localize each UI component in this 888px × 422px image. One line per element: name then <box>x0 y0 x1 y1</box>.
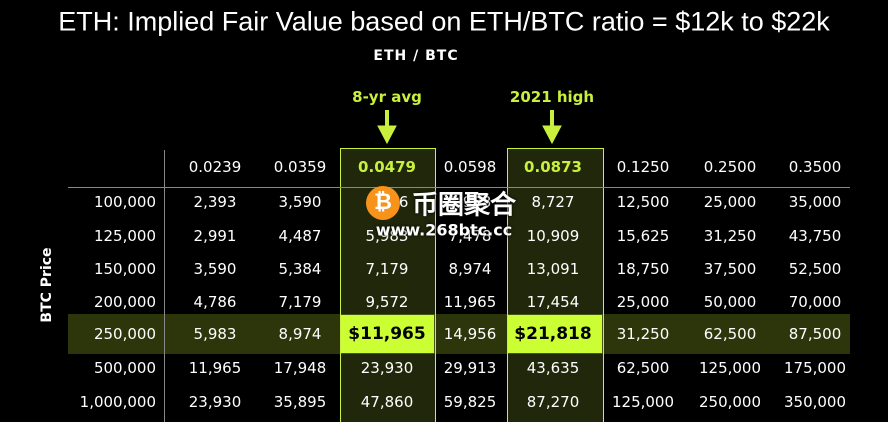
cell: 8,974 <box>448 260 492 278</box>
cell: 12,500 <box>616 193 670 211</box>
watermark-url: www.268btc.cc <box>375 220 513 240</box>
cell: 7,179 <box>278 293 322 311</box>
cell: 350,000 <box>783 393 847 411</box>
row-label: 200,000 <box>93 293 156 311</box>
cell: 70,000 <box>788 293 842 311</box>
cell: 59,825 <box>443 393 497 411</box>
label-rule <box>164 150 165 422</box>
column-header: 0.2500 <box>703 158 757 176</box>
cell: 25,000 <box>616 293 670 311</box>
cell: 35,895 <box>273 393 327 411</box>
cell: 125,000 <box>611 393 675 411</box>
column-header: 0.0239 <box>188 158 242 176</box>
cell: 35,000 <box>788 193 842 211</box>
highlight-row <box>68 314 850 354</box>
cell: 7,179 <box>365 260 409 278</box>
cell: 5,983 <box>448 193 492 211</box>
column-header: 0.0359 <box>273 158 327 176</box>
cell: 2,991 <box>193 227 237 245</box>
highlight-cell <box>341 315 434 353</box>
cell: 23,930 <box>188 393 242 411</box>
cell: 62,500 <box>703 325 757 343</box>
cell: 87,500 <box>788 325 842 343</box>
row-label: 100,000 <box>93 193 156 211</box>
cell: 4,487 <box>278 227 322 245</box>
highlight-column <box>507 148 604 422</box>
cell: 11,965 <box>443 293 497 311</box>
cell: 7,478 <box>448 227 492 245</box>
column-header: 0.1250 <box>616 158 670 176</box>
cell: 25,000 <box>703 193 757 211</box>
cell: 23,930 <box>360 359 414 377</box>
cell: 11,965 <box>188 359 242 377</box>
cell: 31,250 <box>703 227 757 245</box>
row-label: 500,000 <box>93 359 156 377</box>
cell: 37,500 <box>703 260 757 278</box>
cell: 175,000 <box>783 359 847 377</box>
cell: 43,750 <box>788 227 842 245</box>
title: ETH: Implied Fair Value based on ETH/BTC… <box>58 6 830 37</box>
row-label: 150,000 <box>93 260 156 278</box>
cell: 52,500 <box>788 260 842 278</box>
cell: 3,590 <box>193 260 237 278</box>
cell: 10,909 <box>526 227 580 245</box>
cell: 17,948 <box>273 359 327 377</box>
cell: 5,983 <box>193 325 237 343</box>
cell: 125,000 <box>698 359 762 377</box>
cell: 14,956 <box>443 325 497 343</box>
cell: 47,860 <box>360 393 414 411</box>
cell: 8,974 <box>278 325 322 343</box>
row-label: 1,000,000 <box>79 393 156 411</box>
cell: 5,983 <box>365 227 409 245</box>
column-header: 0.3500 <box>788 158 842 176</box>
cell: 87,270 <box>526 393 580 411</box>
cell: $11,965 <box>348 324 426 344</box>
watermark-brand: 币圈聚合 <box>411 190 517 221</box>
column-axis-label: ETH / BTC <box>373 48 459 64</box>
cell: 5,384 <box>278 260 322 278</box>
cell: 43,635 <box>526 359 580 377</box>
callout: 2021 high <box>509 88 595 106</box>
row-label: 250,000 <box>93 325 156 343</box>
callout: 8-yr avg <box>352 88 422 106</box>
column-header: 0.0873 <box>524 158 582 176</box>
cell: 29,913 <box>443 359 497 377</box>
row-axis-label: BTC Price <box>39 247 55 323</box>
cell: 62,500 <box>616 359 670 377</box>
cell: 17,454 <box>526 293 580 311</box>
cell: 50,000 <box>703 293 757 311</box>
cell: $21,818 <box>514 324 592 344</box>
highlight-cell <box>508 315 602 353</box>
cell: 3,590 <box>278 193 322 211</box>
watermark-logo: ₿ <box>366 186 400 220</box>
cell: 15,625 <box>616 227 670 245</box>
cell: 13,091 <box>526 260 580 278</box>
cell: 4,786 <box>193 293 237 311</box>
cell: 250,000 <box>698 393 762 411</box>
column-header: 0.0479 <box>358 158 416 176</box>
cell: 2,393 <box>193 193 237 211</box>
cell: 8,727 <box>531 193 575 211</box>
cell: 18,750 <box>616 260 670 278</box>
row-label: 125,000 <box>93 227 156 245</box>
header-rule <box>68 187 850 188</box>
column-header: 0.0598 <box>443 158 497 176</box>
cell: 31,250 <box>616 325 670 343</box>
cell: 9,572 <box>365 293 409 311</box>
